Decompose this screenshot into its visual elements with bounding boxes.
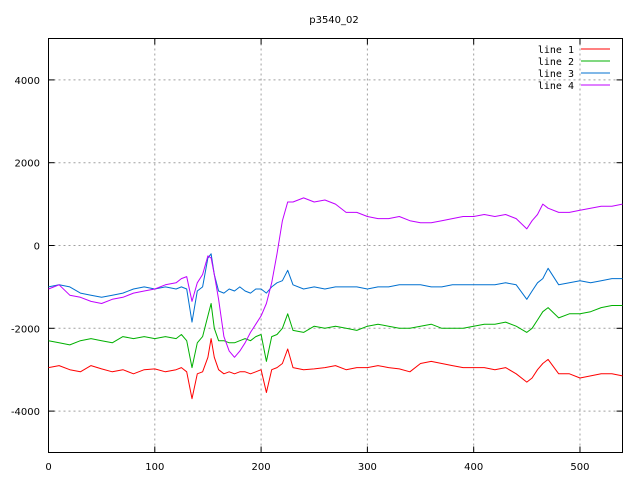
y-tick-label: 4000 <box>15 76 40 87</box>
x-tick-label: 500 <box>570 462 589 473</box>
series-line-3 <box>48 253 623 323</box>
legend-label: line 1 <box>538 45 574 56</box>
y-tick-label: -2000 <box>11 324 40 335</box>
legend-label: line 3 <box>538 69 574 80</box>
axis-ticks: 0 100 200 300 400 500 -4000 -2000 0 2000 4000 <box>11 38 623 473</box>
x-tick-label: 0 <box>45 462 51 473</box>
series-line-1 <box>48 338 623 400</box>
grid <box>48 38 623 453</box>
x-tick-label: 200 <box>252 462 271 473</box>
series-group <box>48 197 623 400</box>
y-tick-label: -4000 <box>11 407 40 418</box>
legend-label: line 2 <box>538 57 574 68</box>
series-line-4 <box>48 197 623 358</box>
chart-title: p3540_02 <box>309 15 359 26</box>
series-line-2 <box>48 303 623 369</box>
x-tick-label: 400 <box>464 462 483 473</box>
x-tick-label: 300 <box>358 462 377 473</box>
x-tick-label: 100 <box>145 462 164 473</box>
legend-label: line 4 <box>538 81 574 92</box>
y-tick-label: 2000 <box>15 159 40 170</box>
y-tick-label: 0 <box>34 242 40 253</box>
